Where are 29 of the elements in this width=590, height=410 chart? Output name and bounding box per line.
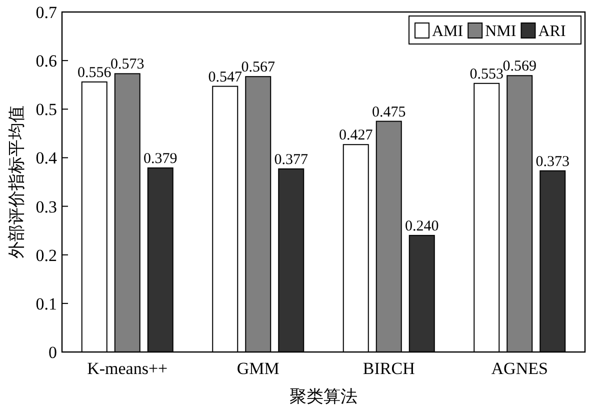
legend-label: AMI — [432, 23, 464, 40]
data-label: 0.573 — [110, 56, 144, 73]
y-tick-label: 0.1 — [36, 294, 57, 314]
data-label: 0.377 — [274, 152, 308, 168]
y-tick-label: 0.2 — [36, 246, 57, 265]
x-tick-label: K-means++ — [87, 359, 168, 378]
y-tick-label: 0.7 — [36, 3, 58, 22]
data-label: 0.475 — [372, 104, 406, 120]
x-tick-label: GMM — [236, 359, 280, 378]
legend-label: ARI — [538, 23, 566, 40]
data-label: 0.379 — [144, 150, 178, 167]
x-tick-label: AGNES — [491, 359, 548, 378]
data-label: 0.240 — [405, 218, 439, 234]
data-label: 0.427 — [339, 128, 374, 144]
x-tick-label: BIRCH — [362, 359, 415, 378]
data-label: 0.547 — [208, 69, 242, 86]
y-tick-label: 0.6 — [36, 52, 57, 71]
data-label: 0.553 — [470, 66, 504, 82]
x-axis-title: 聚类算法 — [290, 387, 358, 406]
y-tick-label: 0 — [48, 343, 57, 362]
data-label: 0.556 — [78, 64, 112, 81]
y-tick-label: 0.3 — [36, 197, 57, 216]
y-tick-label: 0.5 — [36, 100, 57, 120]
data-label: 0.567 — [241, 60, 276, 76]
data-label: 0.373 — [536, 154, 570, 170]
y-axis-title: 外部评价指标平均值 — [7, 106, 26, 258]
y-tick-label: 0.4 — [36, 148, 58, 168]
legend-label: NMI — [485, 23, 516, 40]
data-label: 0.569 — [502, 58, 536, 75]
